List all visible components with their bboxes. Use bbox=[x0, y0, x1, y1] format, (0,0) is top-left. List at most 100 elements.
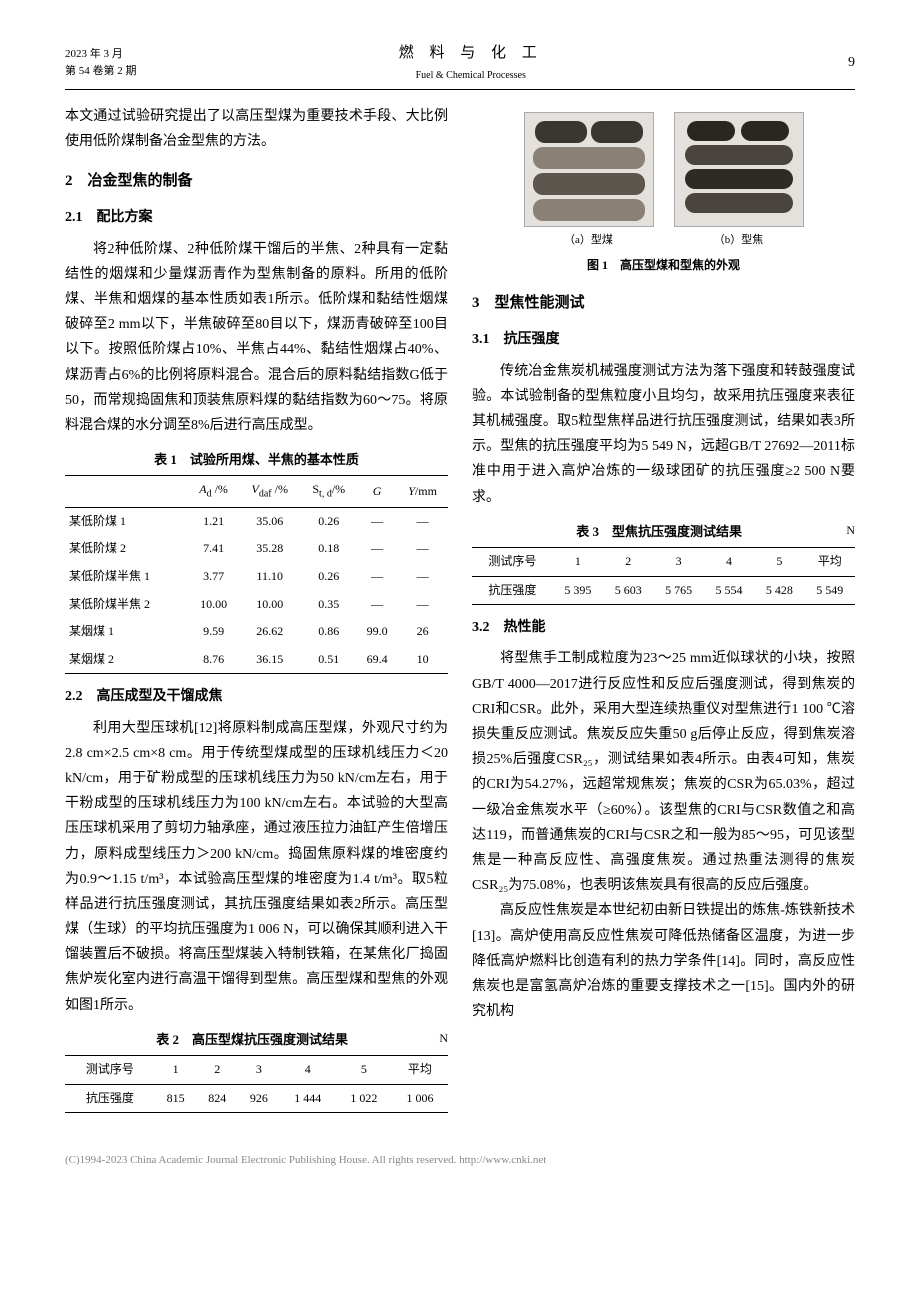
content-columns: 本文通过试验研究提出了以高压型煤为重要技术手段、大比例使用低阶煤制备冶金型焦的方… bbox=[65, 104, 855, 1121]
table-cell: 26 bbox=[397, 618, 448, 646]
table-cell: 1 444 bbox=[280, 1084, 336, 1113]
table-header-cell: 4 bbox=[704, 548, 754, 577]
paragraph-2-2: 利用大型压球机[12]将原料制成高压型煤，外观尺寸约为2.8 cm×2.5 cm… bbox=[65, 716, 448, 1018]
table-cell: — bbox=[397, 591, 448, 619]
t1-h2: Vdaf /% bbox=[239, 476, 301, 507]
table-header-cell: 平均 bbox=[805, 548, 855, 577]
table-cell: 抗压强度 bbox=[65, 1084, 155, 1113]
table-2-unit: N bbox=[439, 1028, 448, 1050]
table-cell: 8.76 bbox=[188, 646, 239, 674]
table-3-unit: N bbox=[846, 520, 855, 542]
journal-title-cn: 燃 料 与 化 工 bbox=[399, 40, 543, 67]
table-row: 某低阶煤 27.4135.280.18—— bbox=[65, 535, 448, 563]
paragraph-3-2a: 将型焦手工制成粒度为23～25 mm近似球状的小块，按照GB/T 4000—20… bbox=[472, 646, 855, 898]
table-header-cell: 3 bbox=[238, 1056, 280, 1085]
table-cell: — bbox=[357, 563, 397, 591]
section-3-heading: 3 型焦性能测试 bbox=[472, 290, 855, 317]
figure-1-a: （a）型煤 bbox=[524, 112, 654, 251]
right-column: （a）型煤 （b）型焦 图 1 高压型煤和型焦的外观 3 型焦性能测试 3.1 … bbox=[472, 104, 855, 1121]
table-cell: 69.4 bbox=[357, 646, 397, 674]
journal-title-en: Fuel & Chemical Processes bbox=[399, 67, 543, 85]
table-cell: 10.00 bbox=[188, 591, 239, 619]
section-3-2-heading: 3.2 热性能 bbox=[472, 615, 855, 640]
table-header-cell: 平均 bbox=[392, 1056, 448, 1085]
table-3-caption: 表 3 型焦抗压强度测试结果 N bbox=[472, 520, 855, 543]
footer-copyright: (C)1994-2023 China Academic Journal Elec… bbox=[65, 1151, 855, 1171]
table-cell: 9.59 bbox=[188, 618, 239, 646]
header-vol: 第 54 卷第 2 期 bbox=[65, 63, 137, 80]
section-3-1-heading: 3.1 抗压强度 bbox=[472, 327, 855, 352]
figure-1-b-label: （b）型焦 bbox=[714, 231, 764, 251]
table-cell: 某烟煤 2 bbox=[65, 646, 188, 674]
table-cell: 10.00 bbox=[239, 591, 301, 619]
table-cell: 5 554 bbox=[704, 576, 754, 605]
header-left: 2023 年 3 月 第 54 卷第 2 期 bbox=[65, 46, 137, 79]
table-3: 测试序号12345平均 抗压强度5 3955 6035 7655 5545 42… bbox=[472, 547, 855, 605]
section-2-2-heading: 2.2 高压成型及干馏成焦 bbox=[65, 684, 448, 709]
table-cell: — bbox=[357, 507, 397, 535]
table-1: Ad /% Vdaf /% St, d/% G Y/mm 某低阶煤 11.213… bbox=[65, 475, 448, 674]
table-cell: 26.62 bbox=[239, 618, 301, 646]
table-cell: 35.06 bbox=[239, 507, 301, 535]
header-center: 燃 料 与 化 工 Fuel & Chemical Processes bbox=[399, 40, 543, 85]
table-cell: 1 022 bbox=[336, 1084, 392, 1113]
table-cell: 5 395 bbox=[553, 576, 603, 605]
table-cell: 10 bbox=[397, 646, 448, 674]
table-header-cell: 测试序号 bbox=[65, 1056, 155, 1085]
table-2-caption-text: 表 2 高压型煤抗压强度测试结果 bbox=[156, 1032, 348, 1047]
table-header-cell: 3 bbox=[653, 548, 703, 577]
section-2-1-heading: 2.1 配比方案 bbox=[65, 205, 448, 230]
table-1-caption: 表 1 试验所用煤、半焦的基本性质 bbox=[65, 448, 448, 471]
figure-1-a-image bbox=[524, 112, 654, 227]
table-cell: 99.0 bbox=[357, 618, 397, 646]
table-cell: 某低阶煤 1 bbox=[65, 507, 188, 535]
t1-h3: St, d/% bbox=[301, 476, 357, 507]
table-row: 某烟煤 19.5926.620.8699.026 bbox=[65, 618, 448, 646]
table-cell: 0.35 bbox=[301, 591, 357, 619]
table-row: 某低阶煤半焦 210.0010.000.35—— bbox=[65, 591, 448, 619]
table-2: 测试序号12345平均 抗压强度8158249261 4441 0221 006 bbox=[65, 1055, 448, 1113]
figure-1-b: （b）型焦 bbox=[674, 112, 804, 251]
figure-1-b-image bbox=[674, 112, 804, 227]
table-row: 某低阶煤 11.2135.060.26—— bbox=[65, 507, 448, 535]
table-cell: 5 549 bbox=[805, 576, 855, 605]
table-3-caption-text: 表 3 型焦抗压强度测试结果 bbox=[576, 524, 742, 539]
table-cell: 某低阶煤半焦 1 bbox=[65, 563, 188, 591]
table-cell: — bbox=[357, 591, 397, 619]
table-cell: 36.15 bbox=[239, 646, 301, 674]
t1-h4: G bbox=[357, 476, 397, 507]
table-cell: 11.10 bbox=[239, 563, 301, 591]
table-header-cell: 2 bbox=[196, 1056, 238, 1085]
table-cell: 某低阶煤 2 bbox=[65, 535, 188, 563]
table-2-caption: 表 2 高压型煤抗压强度测试结果 N bbox=[65, 1028, 448, 1051]
left-column: 本文通过试验研究提出了以高压型煤为重要技术手段、大比例使用低阶煤制备冶金型焦的方… bbox=[65, 104, 448, 1121]
table-header-cell: 5 bbox=[336, 1056, 392, 1085]
t1-h1: Ad /% bbox=[188, 476, 239, 507]
figure-1-a-label: （a）型煤 bbox=[564, 231, 613, 251]
paragraph-2-1: 将2种低阶煤、2种低阶煤干馏后的半焦、2种具有一定黏结性的烟煤和少量煤沥青作为型… bbox=[65, 237, 448, 439]
table-cell: — bbox=[397, 507, 448, 535]
figure-1: （a）型煤 （b）型焦 bbox=[472, 112, 855, 251]
table-cell: 0.18 bbox=[301, 535, 357, 563]
table-cell: — bbox=[397, 563, 448, 591]
table-cell: 0.86 bbox=[301, 618, 357, 646]
paragraph-3-1: 传统冶金焦炭机械强度测试方法为落下强度和转鼓强度试验。本试验制备的型焦粒度小且均… bbox=[472, 359, 855, 510]
table-cell: 3.77 bbox=[188, 563, 239, 591]
page-header: 2023 年 3 月 第 54 卷第 2 期 燃 料 与 化 工 Fuel & … bbox=[65, 40, 855, 90]
table-cell: 0.51 bbox=[301, 646, 357, 674]
table-cell: — bbox=[357, 535, 397, 563]
table-cell: 7.41 bbox=[188, 535, 239, 563]
section-2-heading: 2 冶金型焦的制备 bbox=[65, 168, 448, 195]
table-cell: 0.26 bbox=[301, 507, 357, 535]
t1-h5: Y/mm bbox=[397, 476, 448, 507]
table-header-cell: 4 bbox=[280, 1056, 336, 1085]
table-row: 某低阶煤半焦 13.7711.100.26—— bbox=[65, 563, 448, 591]
table-cell: — bbox=[397, 535, 448, 563]
table-row: 某烟煤 28.7636.150.5169.410 bbox=[65, 646, 448, 674]
table-header-cell: 5 bbox=[754, 548, 804, 577]
table-header-cell: 1 bbox=[155, 1056, 197, 1085]
intro-paragraph: 本文通过试验研究提出了以高压型煤为重要技术手段、大比例使用低阶煤制备冶金型焦的方… bbox=[65, 104, 448, 154]
t1-h0 bbox=[65, 476, 188, 507]
table-cell: 1.21 bbox=[188, 507, 239, 535]
table-header-cell: 测试序号 bbox=[472, 548, 553, 577]
